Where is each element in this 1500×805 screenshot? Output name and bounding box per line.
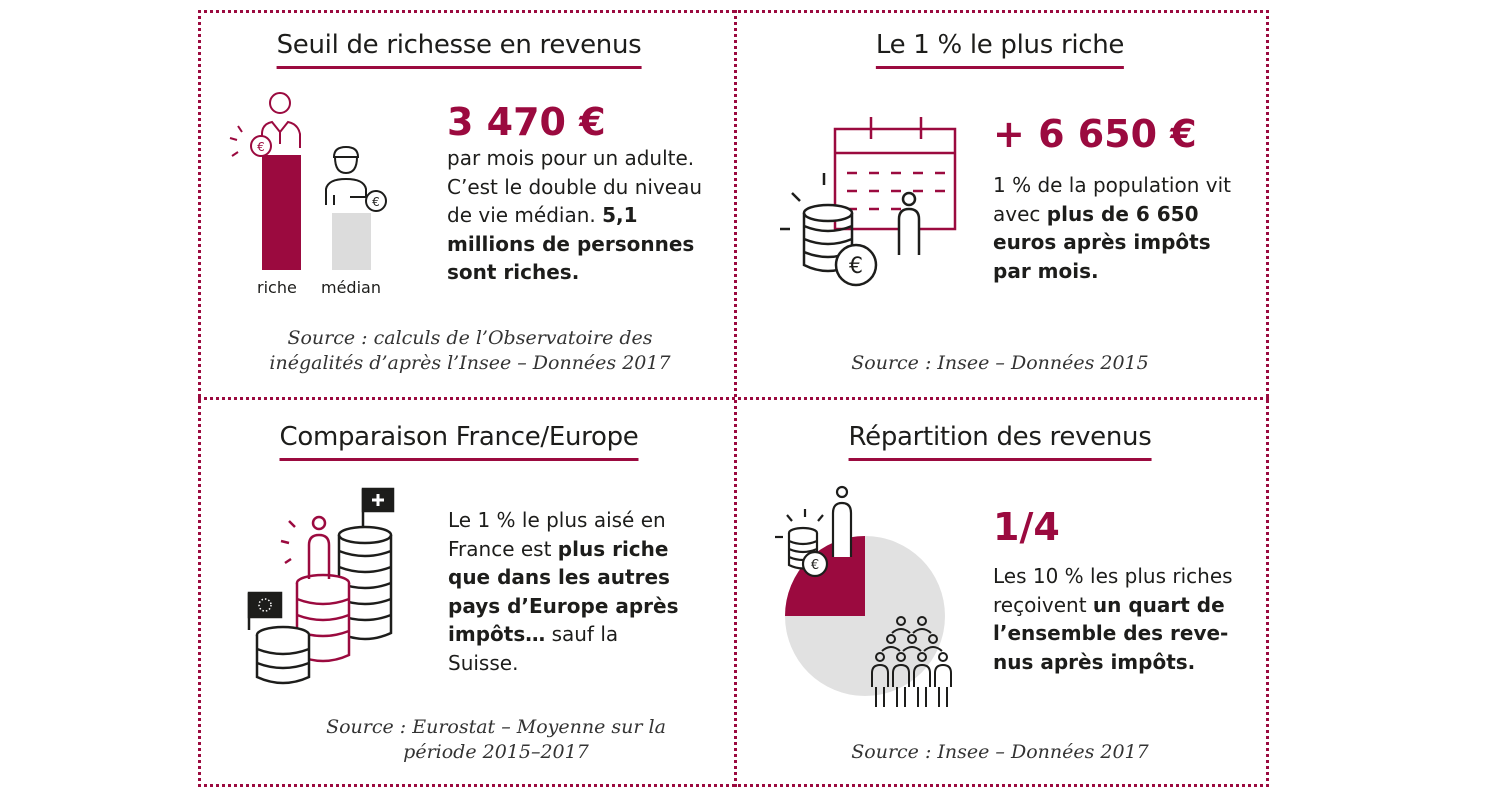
svg-text:€: € <box>257 140 265 154</box>
text-normal: 1 % de la population vit avec <box>993 173 1231 226</box>
key-figure: 3 470 € <box>447 100 606 144</box>
text-normal: par mois pour un adulte. C’est le double… <box>447 146 703 227</box>
panel-text: Les 10 % les plus riches reçoivent un qu… <box>993 562 1243 676</box>
text-normal: Le 1 % le plus aisé en France est <box>448 508 666 561</box>
median-person-icon: € <box>325 145 387 212</box>
coins-euro-icon: € <box>780 173 878 287</box>
key-figure: + 6 650 € <box>993 112 1197 156</box>
panel-text: par mois pour un adulte. C’est le double… <box>447 144 717 287</box>
coin-stacks-flags-icon <box>247 487 395 685</box>
source-line: Source : calculs de l’Observatoire des <box>287 327 653 349</box>
key-figure: 1/4 <box>993 505 1060 549</box>
source-line: inégalités d’après l’Insee – Données 201… <box>269 352 671 374</box>
panel-text: 1 % de la population vit avec plus de 6 … <box>993 171 1243 285</box>
panel-title: Répartition des revenus <box>848 422 1152 461</box>
panel-title: Le 1 % le plus riche <box>875 30 1124 69</box>
source: Source : Insee – Données 2017 <box>851 740 1148 765</box>
text-bold: plus de 6 650 euros après impôts par moi… <box>993 201 1211 283</box>
panel-text: Le 1 % le plus aisé en France est plus r… <box>448 506 688 677</box>
crowd-icon <box>871 616 952 707</box>
svg-text:€: € <box>849 254 863 279</box>
source-line: Source : Insee – Données 2015 <box>851 352 1149 374</box>
source-line: Source : Eurostat – Moyenne sur la <box>326 716 666 738</box>
text-bold: plus riche que dans les autres pays d’Eu… <box>448 536 679 647</box>
panel-title: Comparaison France/Europe <box>279 422 639 461</box>
bar-median <box>332 213 371 270</box>
source-line: Source : Insee – Données 2017 <box>851 741 1149 763</box>
source-line: période 2015–2017 <box>403 741 589 763</box>
panel-title: Seuil de richesse en revenus <box>276 30 642 69</box>
bar-label-median: médian <box>321 278 381 297</box>
bar-riche <box>262 155 301 270</box>
bar-label-riche: riche <box>257 278 297 297</box>
calendar-icon <box>833 117 957 255</box>
divider-horizontal <box>198 397 1269 400</box>
text-normal: sauf la Suisse. <box>448 622 619 675</box>
source: Source : calculs de l’Observatoire des in… <box>269 326 670 376</box>
text-bold: 5,1 millions de personnes sont riches. <box>447 203 695 284</box>
source: Source : Eurostat – Moyenne sur la périod… <box>326 715 666 765</box>
text-bold: un quart de l’ensemble des reve- nus apr… <box>993 592 1229 674</box>
source: Source : Insee – Données 2015 <box>851 351 1148 376</box>
text-normal: Les 10 % les plus riches reçoivent <box>993 564 1233 617</box>
svg-text:€: € <box>811 558 819 573</box>
coins-person-icon: € <box>775 485 853 578</box>
svg-text:€: € <box>372 195 380 209</box>
rich-person-icon: € <box>229 92 301 157</box>
